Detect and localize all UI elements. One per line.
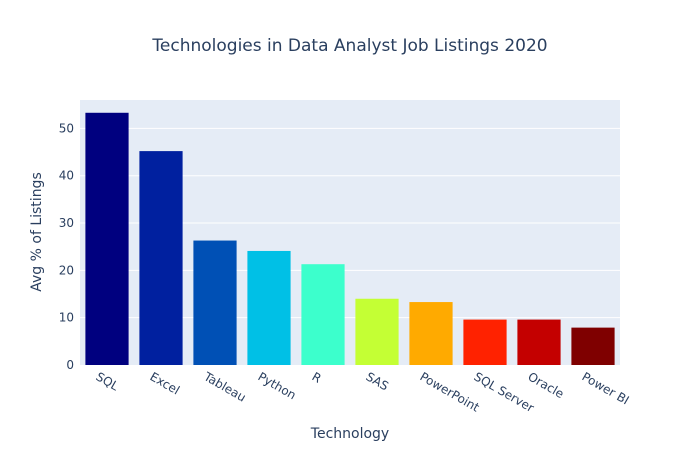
chart-title: Technologies in Data Analyst Job Listing…	[151, 36, 547, 56]
y-tick-label: 20	[59, 263, 74, 277]
x-tick-label: SQL	[94, 369, 122, 393]
bar-tableau	[193, 240, 237, 365]
x-axis-title: Technology	[310, 426, 389, 442]
x-tick-label: Tableau	[201, 369, 249, 405]
x-tick-label: SQL Server	[472, 369, 537, 415]
x-tick-label: Power BI	[580, 369, 632, 407]
bar-sql-server	[463, 319, 507, 365]
y-tick-label: 30	[59, 216, 74, 230]
y-axis-title: Avg % of Listings	[29, 172, 45, 292]
bars	[85, 112, 615, 365]
y-tick-labels: 0 10 20 30 40 50	[59, 121, 74, 372]
x-tick-label: SAS	[364, 369, 392, 393]
bar-power-bi	[571, 327, 615, 365]
x-tick-label: Excel	[148, 369, 183, 397]
bar-excel	[139, 151, 183, 365]
bar-powerpoint	[409, 302, 453, 365]
bar-sql	[85, 112, 129, 365]
x-tick-label: PowerPoint	[418, 369, 482, 414]
y-tick-label: 40	[59, 169, 74, 183]
bar-oracle	[517, 319, 561, 365]
x-tick-label: Python	[256, 369, 299, 402]
x-tick-label: Oracle	[526, 369, 567, 401]
y-tick-label: 50	[59, 121, 74, 135]
bar-python	[247, 250, 291, 365]
bar-sas	[355, 298, 399, 365]
y-tick-label: 0	[66, 358, 74, 372]
y-tick-label: 10	[59, 311, 74, 325]
bar-r	[301, 264, 345, 365]
x-tick-label: R	[310, 369, 324, 385]
